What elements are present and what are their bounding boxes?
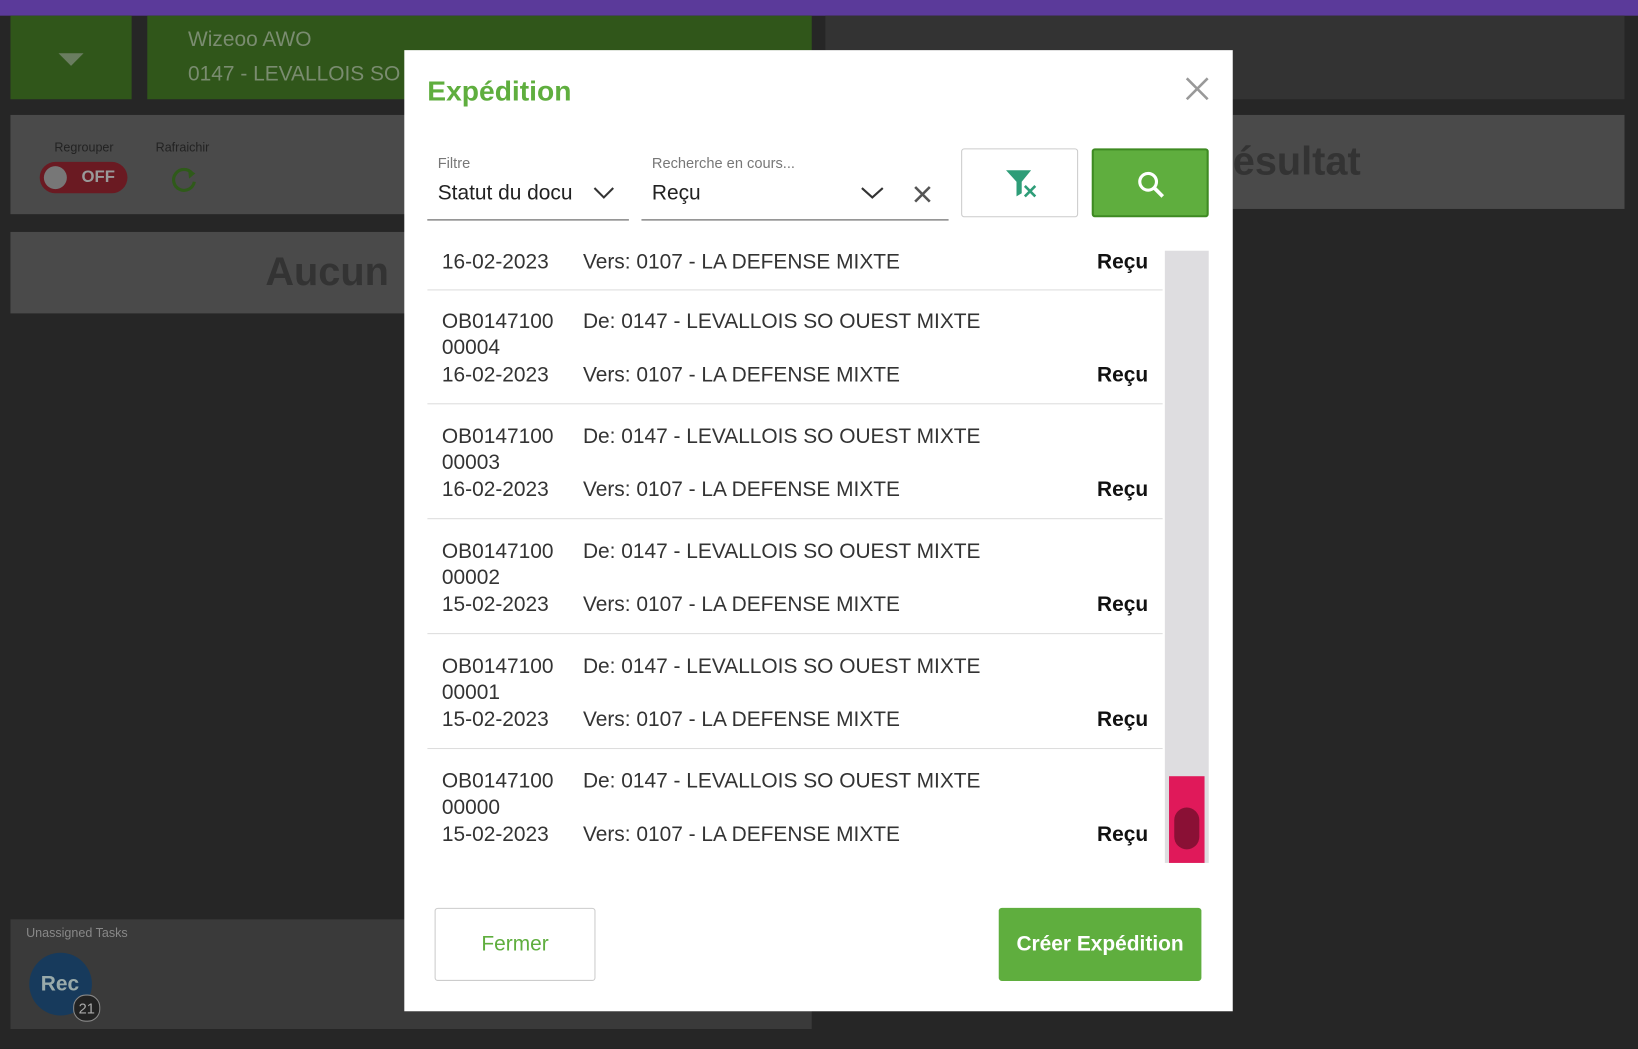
close-modal-button[interactable]: Fermer	[434, 907, 596, 981]
list-row[interactable]: OB0147100 00002 15-02-2023 De: 0147 - LEVAL…	[427, 519, 1163, 635]
list-row[interactable]: OB0147100 00003 16-02-2023 De: 0147 - LEVAL…	[427, 404, 1163, 520]
filter-value[interactable]: Statut du docu	[437, 181, 573, 205]
modal-title: Expédition	[427, 75, 572, 107]
task-count: 21	[73, 994, 101, 1022]
row-id: OB0147100	[441, 425, 554, 449]
list-row[interactable]: 16-02-2023 Vers: 0107 - LA DEFENSE MIXTE R…	[427, 250, 1163, 291]
row-date: 15-02-2023	[441, 708, 549, 732]
row-id-suffix: 00002	[441, 566, 501, 590]
scrollbar-track	[1164, 250, 1209, 863]
menu-toggle[interactable]	[10, 15, 132, 100]
row-to: Vers: 0107 - LA DEFENSE MIXTE	[582, 593, 900, 617]
filter-chevron[interactable]	[592, 184, 615, 201]
row-status st: Reçu	[1097, 250, 1149, 274]
search-underline	[641, 219, 949, 221]
group-label: Regrouper	[54, 139, 114, 155]
tasks-label: Unassigned Tasks	[26, 925, 128, 941]
list-row[interactable]: OB0147100 00004 16-02-2023 De: 0147 - LEVAL…	[427, 289, 1163, 405]
search-chevron[interactable]	[860, 184, 885, 201]
filter-clear-icon	[1006, 170, 1037, 198]
row-id: OB0147100	[441, 540, 554, 564]
toggle-state: OFF	[81, 168, 115, 186]
row-date: 15-02-2023	[441, 593, 549, 617]
row-status: Reçu	[1097, 823, 1149, 847]
filter-label: Filtre	[437, 154, 471, 172]
empty-panel: Aucun	[10, 231, 408, 314]
row-date: 16-02-2023	[441, 478, 549, 502]
result-panel: ésultat	[1232, 114, 1625, 209]
scrollbar-thumb[interactable]	[1169, 776, 1205, 863]
search-icon	[1138, 171, 1165, 198]
clear-filter-button[interactable]	[961, 148, 1079, 218]
row-date: 15-02-2023	[441, 823, 549, 847]
row-id-suffix: 00004	[441, 336, 501, 360]
row-from: De: 0147 - LEVALLOIS SO OUEST MIXTE	[582, 655, 981, 679]
search-label: Recherche en cours...	[651, 154, 795, 172]
row-from: De: 0147 - LEVALLOIS SO OUEST MIXTE	[582, 769, 981, 793]
row-date: 16-02-2023	[441, 363, 549, 387]
row-status: Reçu	[1097, 478, 1149, 502]
row-to: Vers: 0107 - LA DEFENSE MIXTE	[582, 363, 900, 387]
user-name: Wizeoo AWO	[188, 28, 312, 52]
filter-underline	[427, 219, 629, 221]
row-id-suffix: 00000	[441, 796, 501, 820]
row-to: Vers: 0107 - LA DEFENSE MIXTE	[582, 823, 900, 847]
row-to: Vers: 0107 - LA DEFENSE MIXTE	[582, 478, 900, 502]
group-toggle[interactable]: OFF	[39, 161, 128, 194]
row-id: OB0147100	[441, 310, 554, 334]
scrollbar-grip	[1174, 807, 1200, 850]
toggle-knob	[43, 166, 67, 190]
row-from: De: 0147 - LEVALLOIS SO OUEST MIXTE	[582, 425, 981, 449]
row-id-suffix: 00001	[441, 681, 501, 705]
modal: Expédition Filtre Statut du docu Recherc…	[404, 50, 1233, 1012]
row-id-suffix: 00003	[441, 451, 501, 475]
row-to: Vers: 0107 - LA DEFENSE MIXTE	[582, 250, 900, 274]
create-button[interactable]: Créer Expédition	[998, 907, 1202, 981]
list-row[interactable]: OB0147100 00001 15-02-2023 De: 0147 - LEVAL…	[427, 634, 1163, 750]
top-bar	[0, 0, 1638, 16]
task-avatar[interactable]: Rec 21	[29, 952, 101, 1022]
row-id: OB0147100	[441, 769, 554, 793]
search-clear[interactable]	[913, 185, 932, 204]
row-from: De: 0147 - LEVALLOIS SO OUEST MIXTE	[582, 540, 981, 564]
avatar-text: Rec	[40, 972, 80, 996]
search-button[interactable]	[1091, 148, 1209, 218]
refresh-icon[interactable]	[167, 163, 200, 196]
chevron-icon	[58, 53, 84, 66]
row-date: 16-02-2023	[441, 250, 549, 274]
row-status: Reçu	[1097, 593, 1149, 617]
close-button[interactable]	[1184, 75, 1211, 102]
toolbar: Regrouper OFF Rafraichir	[10, 114, 408, 215]
list-row[interactable]: OB0147100 00000 15-02-2023 De: 0147 - LEVAL…	[427, 749, 1163, 863]
row-status: Reçu	[1097, 708, 1149, 732]
search-value[interactable]: Reçu	[651, 181, 701, 205]
empty-text: Aucun	[265, 250, 389, 295]
result-text: ésultat	[1232, 139, 1361, 184]
row-id: OB0147100	[441, 655, 554, 679]
row-status: Reçu	[1097, 363, 1149, 387]
refresh-label: Rafraichir	[155, 139, 210, 155]
row-from: De: 0147 - LEVALLOIS SO OUEST MIXTE	[582, 310, 981, 334]
shipment-list: 16-02-2023 Vers: 0107 - LA DEFENSE MIXTE R…	[427, 250, 1163, 863]
row-to: Vers: 0107 - LA DEFENSE MIXTE	[582, 708, 900, 732]
store-name: 0147 - LEVALLOIS SO	[188, 62, 401, 86]
